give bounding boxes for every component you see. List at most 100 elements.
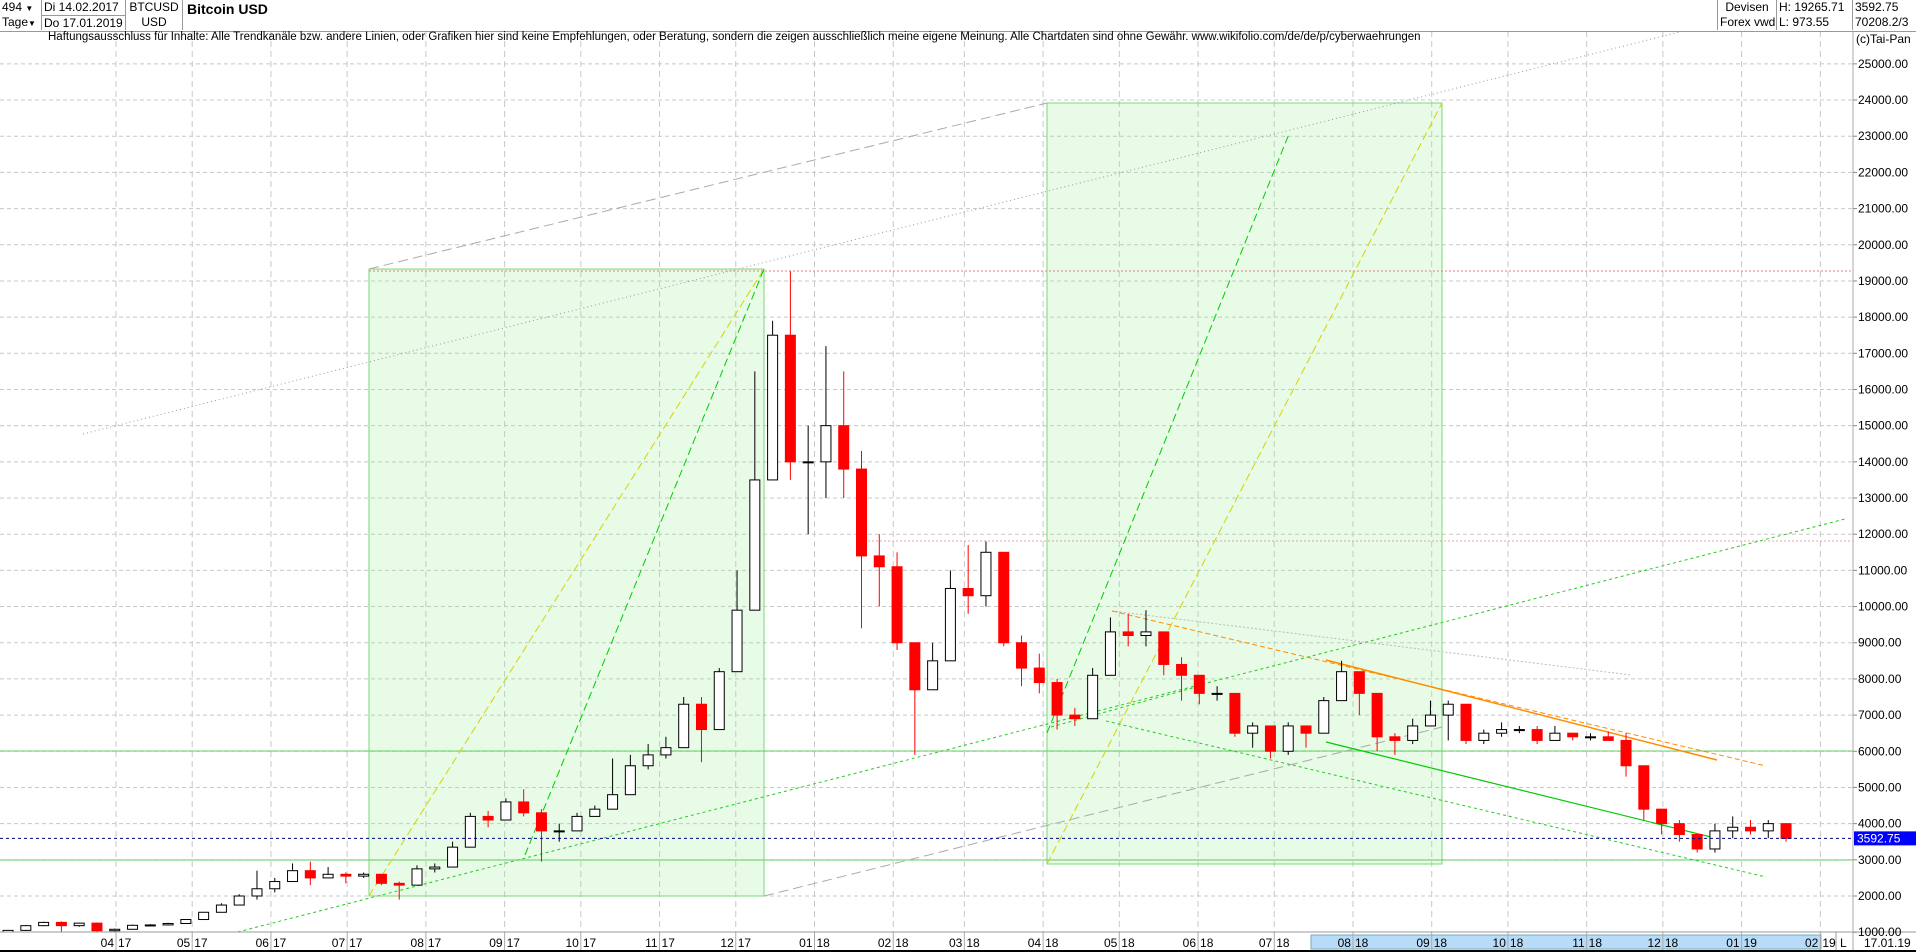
y-tick-label: 11000.00 [1858, 563, 1907, 577]
candle [678, 697, 690, 749]
candle [304, 861, 316, 886]
low-value: L: 973.55 [1777, 15, 1853, 30]
period-count-dropdown[interactable]: 494 ▼ [0, 0, 42, 15]
candle-body [642, 754, 654, 767]
candle-body [1762, 823, 1774, 832]
x-tick-year: 17 [349, 936, 363, 950]
x-tick-year: 18 [1665, 936, 1679, 950]
candle [1549, 725, 1561, 741]
trend-orange-solid [1325, 659, 1718, 761]
period-unit-dropdown[interactable]: Tage▼ [0, 15, 42, 30]
candle-body [1176, 663, 1188, 676]
grid [0, 31, 1853, 933]
dropdown-arrow-icon: ▼ [25, 4, 34, 13]
candle-body [713, 671, 725, 731]
start-date[interactable]: Di 14.02.2017 [42, 0, 126, 15]
y-tick-label: 18000.00 [1858, 310, 1908, 324]
candle-body [1727, 826, 1739, 832]
candle-body [482, 815, 494, 821]
candle [820, 346, 832, 499]
x-axis-highlight[interactable] [1310, 934, 1822, 950]
x-tick-year: 18 [966, 936, 980, 950]
header-bar: 494 ▼ Tage▼ Di 14.02.2017 Do 17.01.2019 … [0, 0, 1916, 32]
y-tick-label: 23000.00 [1858, 129, 1908, 143]
candle-body [1478, 732, 1490, 741]
candle [1638, 765, 1650, 821]
trend-gray-dotted [82, 17, 1736, 435]
candle-body [73, 922, 85, 927]
candle [1442, 700, 1454, 741]
y-axis-labels: 1000.00 2000.00 3000.00 4000.00 5000.00 6000.… [1853, 57, 1908, 939]
candle-body [1656, 808, 1668, 825]
candle-body [980, 551, 992, 597]
candle [1033, 653, 1045, 694]
x-tick-month: 03 [949, 936, 963, 950]
candle-body [1193, 674, 1205, 694]
x-tick-month: 12 [720, 936, 734, 950]
candle [909, 642, 921, 755]
candle [571, 812, 583, 832]
candle [1247, 722, 1259, 748]
candle [642, 744, 654, 770]
candle-body [1051, 682, 1063, 716]
x-tick-year: 18 [1045, 936, 1059, 950]
candle [1069, 707, 1081, 726]
candle [322, 867, 334, 879]
y-tick-label: 5000.00 [1858, 780, 1902, 794]
candle [660, 736, 672, 759]
candle-body [678, 703, 690, 749]
trend-green-dashed-1 [524, 268, 765, 856]
candle-body [1371, 692, 1383, 738]
x-tick-year: 19 [1744, 936, 1758, 950]
axis-mode[interactable]: L [1840, 936, 1847, 950]
candle [447, 841, 459, 868]
exchange: Devisen [1717, 0, 1777, 15]
candle-body [1673, 823, 1685, 835]
y-tick-label: 14000.00 [1858, 455, 1908, 469]
chart-title: Bitcoin USD [187, 1, 268, 17]
candle-body [411, 868, 423, 886]
x-tick-year: 17 [662, 936, 676, 950]
candle-body [660, 747, 672, 756]
candle [358, 872, 370, 878]
candle [144, 924, 156, 927]
y-tick-label: 8000.00 [1858, 672, 1902, 686]
candle-body [429, 866, 441, 870]
candle-body [340, 873, 352, 877]
x-tick-month: 07 [1259, 936, 1273, 950]
candle [802, 425, 814, 535]
candle-body [553, 830, 565, 833]
candle-body [198, 911, 210, 921]
trend-gray-dashed-lower [763, 726, 1443, 897]
candle [713, 668, 725, 731]
x-tick-month: 01 [1726, 936, 1740, 950]
candle-body [1389, 736, 1401, 741]
candle-body [500, 801, 512, 821]
x-tick-month: 01 [799, 936, 813, 950]
x-axis-labels: 04 17 05 17 06 17 07 17 08 17 09 17 10 17 11 17 12 17 01 18… [101, 932, 1836, 952]
candle-body [1158, 631, 1170, 665]
candle [962, 545, 974, 614]
x-tick-month: 02 [1805, 936, 1819, 950]
candle [464, 812, 476, 848]
high-value: H: 19265.71 [1777, 0, 1853, 15]
candle [500, 798, 512, 821]
candle [1336, 660, 1348, 702]
candle [215, 903, 227, 913]
candle [784, 271, 796, 480]
x-tick-month: 12 [1648, 936, 1662, 950]
x-tick-year: 19 [1822, 936, 1836, 950]
last-price-badge [1854, 831, 1916, 846]
candle-body [749, 479, 761, 611]
x-tick-month: 05 [1104, 936, 1118, 950]
data-source: Forex vwd [1717, 15, 1777, 30]
end-date[interactable]: Do 17.01.2019 [42, 15, 126, 30]
x-tick-year: 18 [1434, 936, 1448, 950]
candle-body [820, 425, 832, 463]
candle [1087, 668, 1099, 720]
candle [1513, 725, 1525, 734]
symbol: BTCUSD [126, 0, 183, 15]
candle [1691, 833, 1703, 853]
candle [375, 873, 387, 886]
